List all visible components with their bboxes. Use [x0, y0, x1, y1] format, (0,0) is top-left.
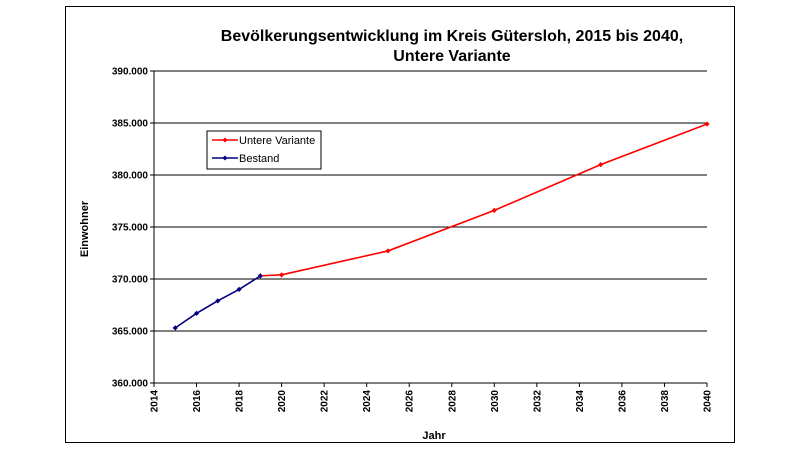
gridlines	[154, 70, 707, 384]
x-tick-label: 2014	[150, 390, 161, 413]
x-tick-label: 2020	[277, 390, 288, 413]
y-tick-label: 360.000	[112, 379, 149, 390]
legend-label-bestand: Bestand	[239, 153, 279, 165]
series-line-untere-variante	[260, 123, 708, 277]
x-tick-label: 2038	[660, 390, 671, 413]
chart-title-line-2: Untere Variante	[393, 48, 510, 65]
legend: Untere Variante Bestand	[206, 130, 322, 170]
x-tick-label: 2036	[617, 390, 628, 413]
x-tick-label: 2040	[703, 390, 714, 413]
x-tick-label: 2018	[235, 390, 246, 413]
chart-title-line-1: Bevölkerungsentwicklung im Kreis Gütersl…	[221, 28, 683, 45]
legend-item-untere-variante: Untere Variante	[212, 135, 315, 147]
data-point-untere-variante	[279, 272, 285, 278]
data-point-bestand	[172, 325, 178, 331]
data-point-untere-variante	[491, 207, 497, 213]
y-axis-title: Einwohner	[79, 200, 91, 257]
x-tick-label: 2022	[320, 390, 331, 413]
y-tick-label: 375.000	[112, 223, 149, 234]
data-point-untere-variante	[385, 248, 391, 254]
x-tick-label: 2032	[532, 390, 543, 413]
axes	[150, 70, 708, 387]
x-tick-label: 2026	[405, 390, 416, 413]
legend-marker-bestand	[222, 155, 228, 161]
x-tick-label: 2034	[575, 390, 586, 413]
data-point-untere-variante	[704, 121, 710, 127]
series-lines	[172, 121, 710, 331]
y-tick-label: 380.000	[112, 171, 149, 182]
x-tick-label: 2028	[447, 390, 458, 413]
line-chart: Bevölkerungsentwicklung im Kreis Gütersl…	[79, 28, 714, 442]
legend-box	[206, 130, 322, 170]
x-axis-title: Jahr	[422, 430, 446, 442]
y-tick-label: 385.000	[112, 119, 149, 130]
y-tick-label: 365.000	[112, 327, 149, 338]
data-point-bestand	[236, 286, 242, 292]
legend-item-bestand: Bestand	[212, 153, 279, 165]
chart-frame: Bevölkerungsentwicklung im Kreis Gütersl…	[65, 6, 735, 443]
data-point-bestand	[215, 298, 221, 304]
legend-label-untere-variante: Untere Variante	[239, 135, 315, 147]
x-tick-label: 2030	[490, 390, 501, 413]
y-tick-label: 370.000	[112, 275, 149, 286]
y-tick-label: 390.000	[112, 67, 149, 78]
x-tick-label: 2024	[362, 390, 373, 413]
legend-marker-untere-variante	[222, 137, 228, 143]
x-tick-label: 2016	[192, 390, 203, 413]
x-tick-labels: 2014 2016 2018 2020 2022 2024 2026 2028 2030 2032…	[150, 390, 714, 413]
y-tick-labels: 360.000 365.000 370.000 375.000 380.000 385.0…	[112, 67, 149, 390]
data-point-untere-variante	[598, 162, 604, 168]
data-point-bestand	[193, 310, 200, 316]
